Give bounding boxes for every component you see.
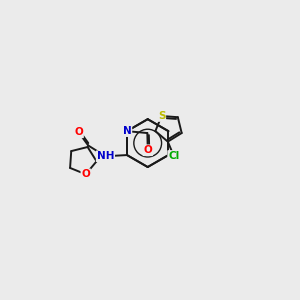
Text: N: N <box>123 126 131 136</box>
Text: NH: NH <box>97 151 114 161</box>
Text: O: O <box>81 169 90 179</box>
Text: S: S <box>158 111 165 121</box>
Text: O: O <box>143 145 152 155</box>
Text: Cl: Cl <box>168 151 179 161</box>
Text: O: O <box>74 127 83 137</box>
